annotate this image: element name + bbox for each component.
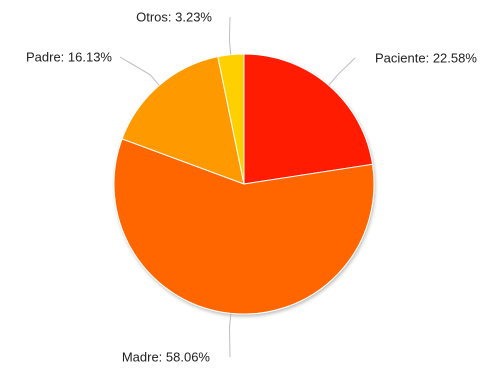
slice-label-padre: Padre: 16.13% — [26, 50, 112, 65]
leader-line-madre — [228, 313, 232, 358]
slice-label-madre: Madre: 58.06% — [122, 350, 211, 365]
leader-line-padre — [119, 56, 160, 86]
leader-line-paciente — [328, 57, 356, 86]
slice-label-paciente: Paciente: 22.58% — [375, 51, 477, 66]
pie-slice-paciente[interactable] — [243, 53, 374, 185]
leader-line-otros — [228, 16, 232, 55]
slice-label-otros: Otros: 3.23% — [136, 10, 212, 25]
